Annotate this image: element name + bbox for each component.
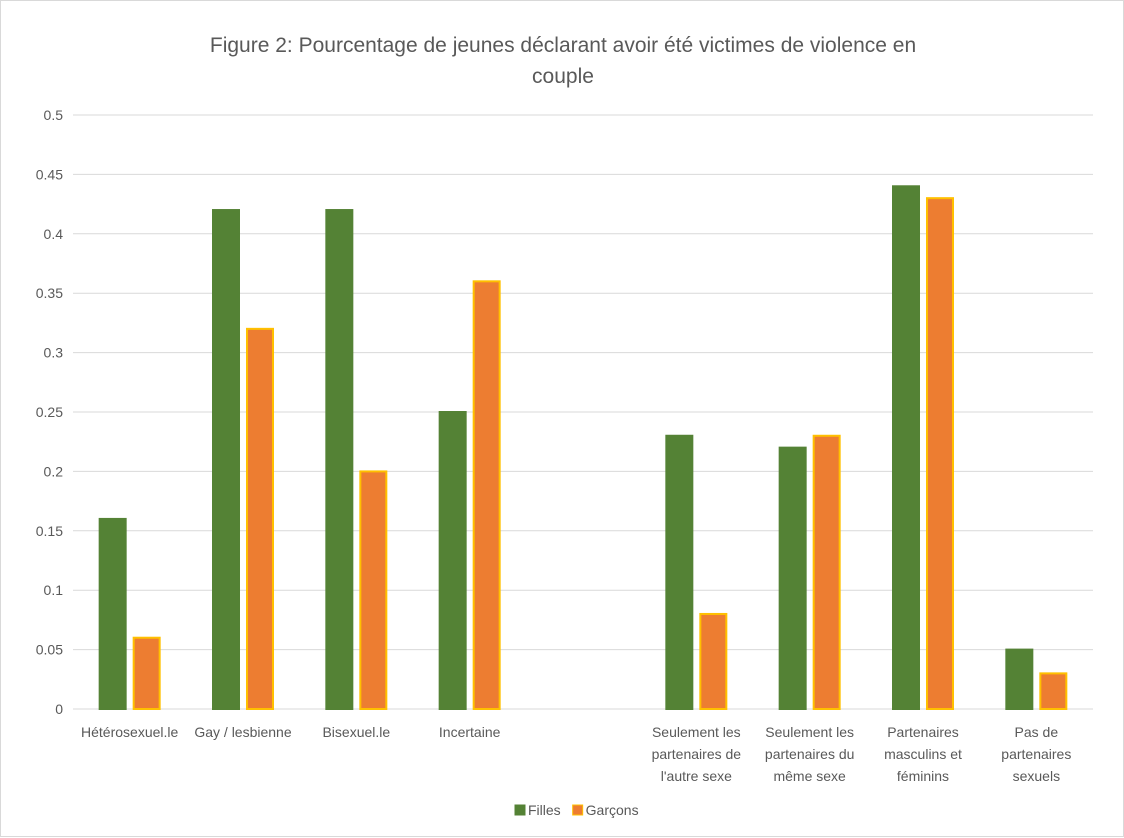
x-category-label: même sexe xyxy=(773,768,846,784)
bar-garons xyxy=(699,612,728,711)
legend-swatch xyxy=(572,804,584,816)
y-tick-label: 0.05 xyxy=(36,642,63,658)
bar-filles xyxy=(98,517,127,710)
x-category-label: Incertaine xyxy=(439,724,501,740)
x-category-label: l'autre sexe xyxy=(661,768,732,784)
x-category-label: Seulement les xyxy=(652,724,741,740)
x-category-label: Partenaires xyxy=(887,724,959,740)
y-axis-tick-labels: 0 0.05 0.1 0.15 0.2 0.25 0.3 0.35 0.4 0.45 0.5 xyxy=(36,107,63,717)
chart-title: Figure 2: Pourcentage de jeunes déclaran… xyxy=(210,34,916,88)
legend-label: Filles xyxy=(528,802,561,818)
y-tick-label: 0.15 xyxy=(36,523,63,539)
y-tick-label: 0.1 xyxy=(44,582,64,598)
x-category-label: masculins et xyxy=(884,746,962,762)
x-category-label: Hétérosexuel.le xyxy=(81,724,178,740)
bar-garons xyxy=(926,197,954,710)
x-category-label: Bisexuel.le xyxy=(322,724,390,740)
y-tick-label: 0.5 xyxy=(44,107,64,123)
chart-title-line: Figure 2: Pourcentage de jeunes déclaran… xyxy=(210,34,916,57)
bars xyxy=(98,185,1068,711)
bar-garons xyxy=(472,280,501,710)
bar-filles xyxy=(892,185,920,710)
x-category-label: partenaires de xyxy=(652,746,742,762)
y-tick-label: 0.25 xyxy=(36,404,63,420)
bar-filles xyxy=(212,209,240,710)
x-category-label: Gay / lesbienne xyxy=(194,724,291,740)
y-tick-label: 0.3 xyxy=(44,345,64,361)
y-tick-label: 0.45 xyxy=(36,166,63,182)
y-tick-label: 0.4 xyxy=(44,226,64,242)
gridlines xyxy=(73,114,1093,710)
bar-garons xyxy=(246,327,274,710)
chart-title-line: couple xyxy=(532,65,594,88)
x-category-label: Seulement les xyxy=(765,724,854,740)
bar-filles xyxy=(1005,648,1034,710)
legend-swatch xyxy=(514,804,526,816)
bar-filles xyxy=(438,411,467,710)
bar-garons xyxy=(132,636,161,710)
bar-garons xyxy=(1039,672,1068,710)
bar-filles xyxy=(778,446,807,710)
legend: Filles Garçons xyxy=(514,802,639,818)
bar-filles xyxy=(325,209,354,710)
x-category-label: partenaires du xyxy=(765,746,855,762)
legend-label: Garçons xyxy=(586,802,639,818)
bar-filles xyxy=(665,434,694,710)
y-tick-label: 0 xyxy=(55,701,63,717)
x-category-label: féminins xyxy=(897,768,949,784)
x-category-label: sexuels xyxy=(1013,768,1060,784)
bar-garons xyxy=(359,470,388,710)
x-axis-category-labels: Hétérosexuel.le Gay / lesbienne Bisexuel.l… xyxy=(81,724,1071,784)
x-category-label: partenaires xyxy=(1001,746,1071,762)
x-category-label: Pas de xyxy=(1015,724,1059,740)
y-tick-label: 0.35 xyxy=(36,285,63,301)
bar-garons xyxy=(812,434,841,710)
y-tick-label: 0.2 xyxy=(44,463,64,479)
